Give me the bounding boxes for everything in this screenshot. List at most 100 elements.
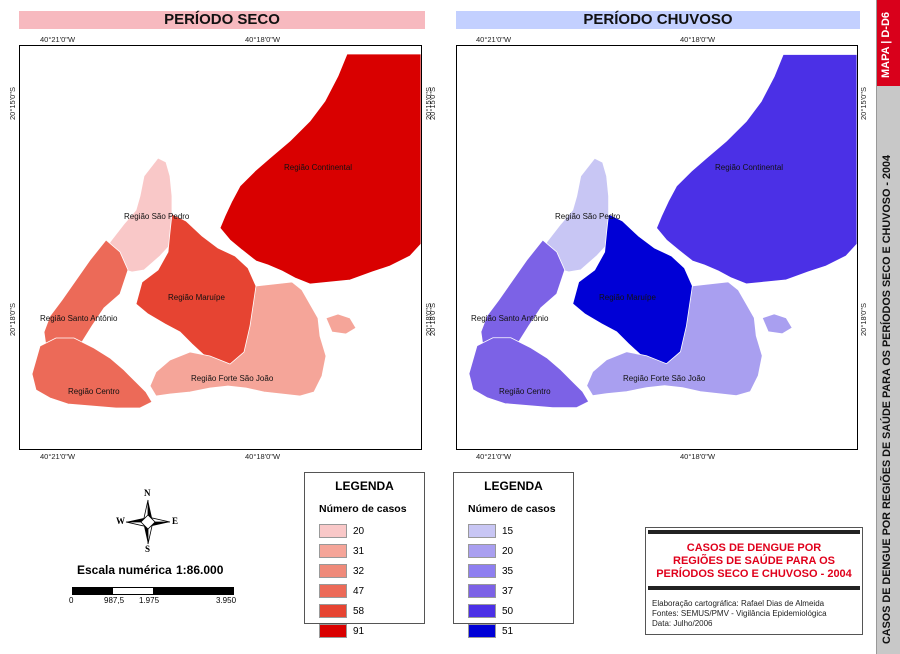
title-line-1: CASOS DE DENGUE POR [686,542,822,554]
dry-label-sao-pedro: Região São Pedro [124,212,190,221]
title-line-3: PERÍODOS SECO E CHUVOSO - 2004 [656,568,852,580]
dry-legend-label: 47 [353,585,365,597]
dry-region-santo-antonio[interactable] [43,239,129,355]
compass-s: S [145,544,151,554]
dry-label-continental: Região Continental [284,163,353,172]
scale-tick-2: 1.975 [139,596,160,605]
wet-legend-swatch [468,564,496,578]
dry-legend-swatch [319,564,347,578]
wet-label-maruipe: Região Maruípe [599,293,656,302]
wet-legend-swatch [468,524,496,538]
dry-map-frame: Região Continental Região São Pedro Regi… [19,45,422,450]
credit-text: Elaboração cartográfica: Rafael Dias de … [652,599,825,608]
dry-legend-item: 58 [319,601,424,621]
date-text: Data: Julho/2006 [652,619,713,628]
wet-legend-item: 20 [468,541,573,561]
wet-legend-swatch [468,584,496,598]
dry-region-sao-pedro[interactable] [105,157,179,273]
dry-lat-left-s: 20°18'0"S [8,303,17,336]
dry-legend-item: 20 [319,521,424,541]
side-title: CASOS DE DENGUE POR REGIÕES DE SAÚDE PAR… [881,155,893,644]
wet-legend-item: 37 [468,581,573,601]
dry-region-centro[interactable] [31,337,153,409]
legend-dry: LEGENDA Número de casos 20 31 32 47 58 91 [304,472,425,638]
wet-region-forte-sao-joao-island[interactable] [761,313,793,335]
wet-region-centro[interactable] [468,337,590,408]
dry-region-forte-sao-joao-island[interactable] [325,313,357,335]
dry-region-continental[interactable] [219,53,421,285]
dry-map [31,53,421,409]
compass-e: E [172,516,179,526]
compass-w: W [116,516,125,526]
wet-region-forte-sao-joao[interactable] [586,281,763,397]
wet-lat-right-s: 20°18'0"S [859,303,868,336]
dry-lon-top-e: 40°18'0"W [245,35,281,44]
wet-legend-item: 50 [468,601,573,621]
north-arrow: N S W E [116,488,179,554]
dry-legend-item: 47 [319,581,424,601]
legend-wet-title: LEGENDA [484,479,543,493]
wet-legend-label: 15 [502,525,514,537]
wet-label-continental: Região Continental [715,163,784,172]
dry-lon-top-w: 40°21'0"W [40,35,76,44]
wet-lat-left-n: 20°15'0"S [428,87,437,120]
dry-lon-bottom-e: 40°18'0"W [245,452,281,461]
wet-label-santo-antonio: Região Santo Antônio [471,314,549,323]
compass-n: N [144,488,151,498]
legend-dry-subtitle: Número de casos [319,503,407,515]
scale-tick-1: 987,5 [104,596,125,605]
dry-legend-swatch [319,604,347,618]
wet-lon-bottom-w: 40°21'0"W [476,452,512,461]
dry-region-forte-sao-joao[interactable] [149,281,327,397]
scale-tick-0: 0 [69,596,74,605]
wet-legend-label: 37 [502,585,514,597]
dry-legend-label: 20 [353,525,365,537]
dry-legend-item: 31 [319,541,424,561]
wet-label-centro: Região Centro [499,387,551,396]
compass-rose-icon [125,499,171,545]
wet-lon-bottom-e: 40°18'0"W [680,452,716,461]
dry-legend-item: 32 [319,561,424,581]
dry-lon-bottom-w: 40°21'0"W [40,452,76,461]
wet-lat-left-s: 20°18'0"S [428,303,437,336]
scale-label: Escala numérica [77,563,172,577]
dry-label-maruipe: Região Maruípe [168,293,225,302]
wet-region-santo-antonio[interactable] [480,239,566,355]
dry-legend-label: 32 [353,565,365,577]
wet-legend-item: 51 [468,621,573,641]
scale-bar [72,587,234,595]
wet-region-sao-pedro[interactable] [542,157,616,273]
wet-map [468,54,857,408]
title-line-2: REGIÕES DE SAÚDE PARA OS [673,555,835,567]
scale-tick-3: 3.950 [216,596,237,605]
wet-label-sao-pedro: Região São Pedro [555,212,621,221]
wet-legend-swatch [468,544,496,558]
wet-lat-right-n: 20°15'0"S [859,87,868,120]
wet-legend-item: 15 [468,521,573,541]
dry-legend-item: 91 [319,621,424,641]
dry-period-banner: PERÍODO SECO [19,11,425,29]
legend-dry-title: LEGENDA [335,479,394,493]
wet-legend-label: 20 [502,545,514,557]
wet-legend-swatch [468,604,496,618]
scale-value: 1:86.000 [176,563,224,577]
dry-label-santo-antonio: Região Santo Antônio [40,314,118,323]
wet-legend-swatch [468,624,496,638]
title-box: CASOS DE DENGUE POR REGIÕES DE SAÚDE PAR… [645,527,863,635]
legend-wet-subtitle: Número de casos [468,503,556,515]
wet-period-banner: PERÍODO CHUVOSO [456,11,860,29]
wet-map-frame: Região Continental Região São Pedro Regi… [456,45,858,450]
dry-legend-label: 31 [353,545,365,557]
dry-legend-label: 58 [353,605,365,617]
sources-text: Fontes: SEMUS/PMV - Vigilância Epidemiol… [652,609,827,618]
side-strip: MAPA | D-D6 CASOS DE DENGUE POR REGIÕES … [876,0,900,654]
wet-legend-label: 35 [502,565,514,577]
wet-legend-item: 35 [468,561,573,581]
dry-lat-left-n: 20°15'0"S [8,87,17,120]
wet-label-forte-sao-joao: Região Forte São João [623,374,706,383]
dry-legend-swatch [319,624,347,638]
dry-legend-swatch [319,524,347,538]
dry-legend-swatch [319,544,347,558]
wet-region-continental[interactable] [656,54,857,285]
legend-wet: LEGENDA Número de casos 15 20 35 37 50 51 [453,472,574,638]
